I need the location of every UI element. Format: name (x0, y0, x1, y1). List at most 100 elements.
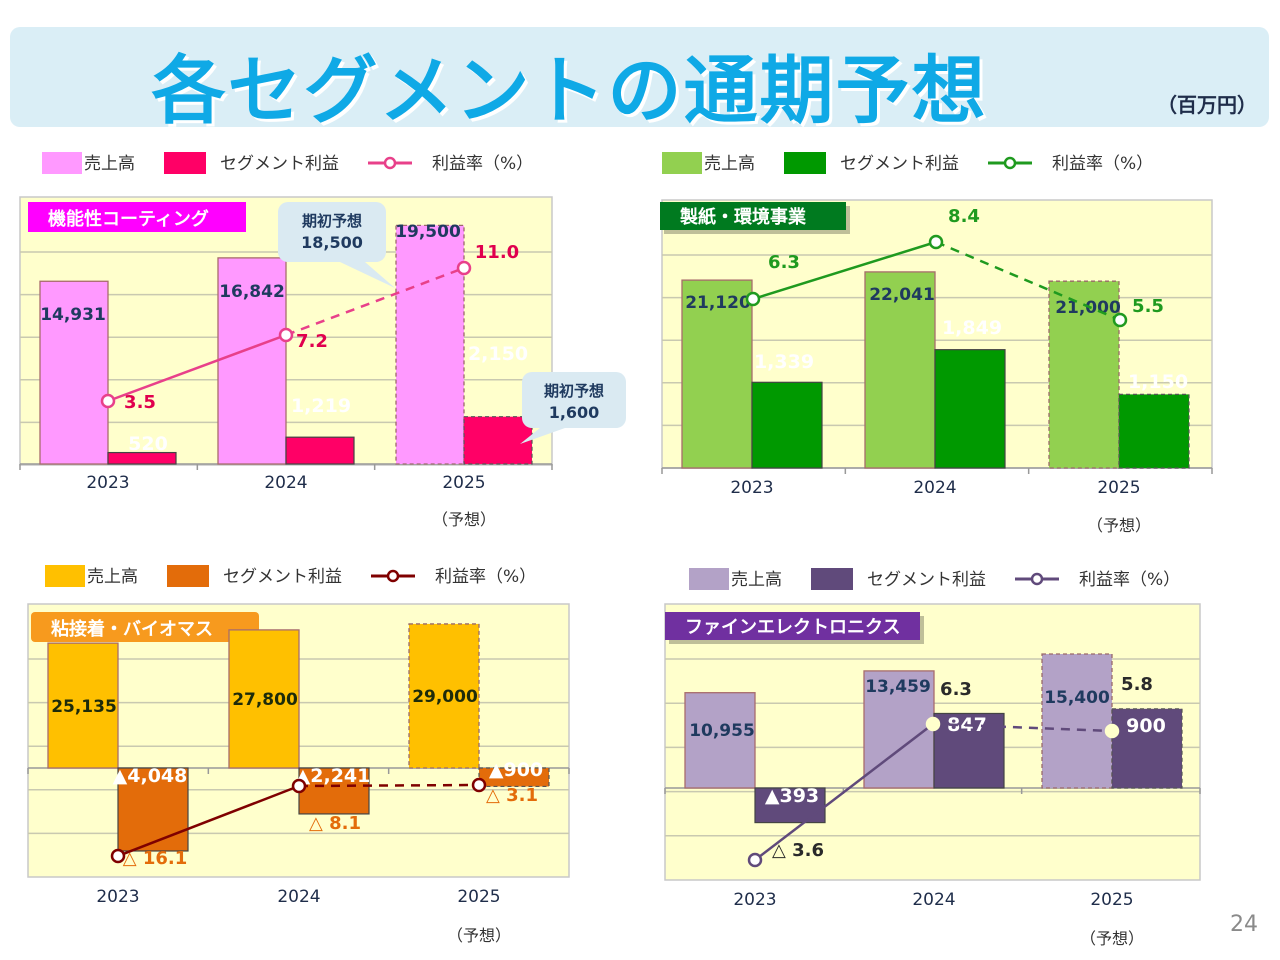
legend-label-profit: セグメント利益 (220, 154, 339, 174)
margin-marker-2024 (925, 716, 941, 732)
callout-box (522, 372, 626, 428)
data-label-sales-2024: 22,041 (869, 285, 935, 305)
bar-profit-2023 (751, 381, 823, 469)
category-sublabel-2025: （予想） (432, 510, 496, 529)
category-label-2024: 2024 (264, 473, 307, 493)
margin-line-actual (752, 240, 937, 301)
bar-sales-2023 (39, 280, 109, 465)
legend-label-sales: 売上高 (87, 567, 138, 587)
bar-sales-2023 (47, 642, 119, 769)
data-label-sales-2025: 21,000 (1055, 298, 1121, 318)
unit-label: （百万円） (1157, 93, 1257, 117)
bar-sales-2023 (684, 692, 756, 789)
callout-value: 1,600 (549, 403, 600, 422)
category-label-2025: 2025 (442, 473, 485, 493)
segment-title-badge (665, 612, 920, 640)
segment-title: 製紙・環境事業 (679, 206, 807, 228)
category-label-2024: 2024 (913, 478, 956, 498)
legend-label-profit: セグメント利益 (223, 567, 342, 587)
segment-title-badge (31, 612, 259, 642)
margin-marker-2024 (278, 327, 294, 343)
callout-title: 期初予想 (302, 212, 362, 230)
margin-marker-2025 (1104, 723, 1120, 739)
legend-label-margin: 利益率（%） (435, 567, 536, 587)
category-label-2023: 2023 (733, 890, 776, 910)
category-sublabel-2025: （予想） (1080, 929, 1144, 948)
margin-line-actual (117, 784, 300, 858)
chart-fine-electronics: 売上高 セグメント利益 利益率（%） ファインエレクトロニクス 2023 10,955 ▲3… (664, 568, 1201, 948)
bar-profit-2025 (1118, 393, 1190, 469)
margin-marker-2025 (1112, 312, 1128, 328)
callout-box (278, 202, 386, 262)
bar-profit-2024 (285, 436, 355, 465)
bar-profit-2025 (1111, 708, 1183, 789)
margin-marker-2025 (471, 777, 487, 793)
margin-marker-2023 (747, 852, 763, 868)
margin-line-actual (107, 333, 287, 403)
legend-marker-margin (1030, 572, 1044, 586)
bar-profit-2023 (117, 767, 189, 852)
callout-value: 18,500 (301, 233, 363, 252)
category-label-2024: 2024 (277, 887, 320, 907)
legend-label-sales: 売上高 (84, 154, 135, 174)
legend-marker-margin (383, 156, 397, 170)
data-label-margin-2024: 7.2 (296, 331, 328, 352)
data-label-margin-2024: △ 8.1 (309, 813, 361, 834)
data-label-margin-2023: 6.3 (768, 252, 800, 273)
bar-sales-2025 (1041, 653, 1113, 789)
data-label-sales-2024: 13,459 (865, 677, 931, 697)
legend-label-margin: 利益率（%） (1052, 154, 1153, 174)
data-label-profit-2023: ▲393 (765, 785, 819, 807)
bar-sales-2025 (408, 623, 480, 769)
legend-label-margin: 利益率（%） (432, 154, 533, 174)
margin-line-actual (754, 723, 934, 861)
data-label-profit-2023: ▲4,048 (113, 765, 188, 787)
margin-marker-2023 (745, 291, 761, 307)
legend-swatch-sales (689, 568, 729, 590)
data-label-sales-2024: 27,800 (232, 690, 298, 710)
data-label-sales-2025: 29,000 (412, 687, 478, 707)
legend-label-profit: セグメント利益 (840, 154, 959, 174)
segment-title: ファインエレクトロニクス (685, 617, 900, 638)
bar-profit-2025 (463, 416, 533, 465)
data-label-margin-2023: △ 16.1 (123, 848, 188, 869)
margin-line-forecast (298, 783, 480, 788)
data-label-profit-2024: 1,219 (291, 395, 351, 417)
margin-marker-2023 (110, 848, 126, 864)
bar-sales-2023 (681, 279, 753, 469)
margin-line-forecast (935, 240, 1121, 322)
segment-title-badge (28, 202, 246, 232)
segment-title: 機能性コーティング (48, 208, 209, 230)
data-label-profit-2025: ▲900 (489, 759, 543, 781)
margin-marker-2025 (456, 260, 472, 276)
data-label-profit-2024: 1,849 (942, 317, 1002, 339)
callout-tail (340, 262, 395, 288)
segment-title-badge (660, 202, 846, 230)
data-label-margin-2025: △ 3.1 (486, 785, 538, 806)
data-label-margin-2023: 3.5 (124, 392, 156, 413)
bar-profit-2025 (478, 767, 550, 788)
data-label-profit-2025: 2,150 (468, 343, 528, 365)
data-label-margin-2025: 5.5 (1132, 296, 1164, 317)
data-label-sales-2025: 15,400 (1044, 688, 1110, 708)
bar-sales-2024 (228, 629, 300, 769)
legend-marker-margin (1003, 156, 1017, 170)
callout-tail (520, 428, 565, 444)
data-label-margin-2024: 8.4 (948, 206, 980, 227)
data-label-profit-2025: 1,150 (1128, 371, 1188, 393)
data-label-profit-2023: 520 (128, 433, 168, 455)
data-label-sales-2025: 19,500 (395, 222, 461, 242)
data-label-sales-2023: 10,955 (689, 721, 755, 741)
category-label-2024: 2024 (912, 890, 955, 910)
margin-marker-2024 (928, 234, 944, 250)
category-label-2023: 2023 (96, 887, 139, 907)
data-label-margin-2024: 6.3 (940, 679, 972, 700)
data-label-sales-2023: 25,135 (51, 697, 117, 717)
callout-title: 期初予想 (544, 382, 604, 400)
bar-sales-2025 (395, 224, 465, 465)
category-label-2025: 2025 (1097, 478, 1140, 498)
legend-swatch-sales (42, 152, 82, 174)
category-label-2025: 2025 (457, 887, 500, 907)
data-label-margin-2025: 5.8 (1121, 674, 1153, 695)
chart-adhesive-biomass: 売上高 セグメント利益 利益率（%） 粘接着・バイオマス 2023 25,135 ▲4,04… (27, 565, 570, 945)
